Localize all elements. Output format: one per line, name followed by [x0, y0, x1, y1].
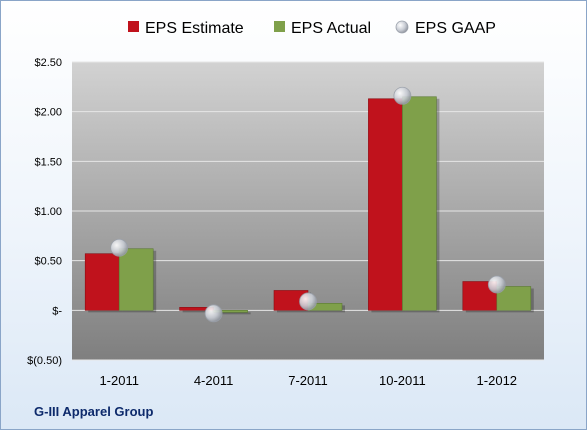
y-tick-label: $2.50: [34, 57, 62, 69]
bar-shadow: [216, 312, 251, 315]
legend-item-gaap: EPS GAAP: [395, 20, 496, 37]
y-tick-label: $0.50: [34, 256, 62, 268]
point-eps-gaap: [393, 86, 412, 105]
y-tick-label: $-: [52, 305, 62, 317]
footer-company-name: G-III Apparel Group: [34, 404, 153, 419]
bar-shadow: [182, 309, 217, 313]
bar-group: [118, 248, 157, 313]
x-tick-label: 4-2011: [194, 373, 234, 388]
y-tick-label: $2.00: [34, 107, 62, 119]
point-eps-gaap: [299, 292, 317, 311]
bar-eps-actual: [118, 248, 154, 311]
legend: EPS Estimate EPS Actual EPS GAAP: [128, 20, 496, 37]
bar-group: [496, 286, 534, 313]
legend-label-gaap: EPS GAAP: [415, 20, 496, 37]
point-eps-gaap: [487, 275, 506, 294]
gaap-points: [110, 86, 506, 323]
bar-eps-estimate: [84, 253, 120, 311]
x-tick-label: 1-2012: [477, 373, 517, 388]
x-tick-label: 10-2011: [379, 373, 426, 388]
legend-swatch-gaap: [395, 20, 409, 34]
y-tick-label: $(0.50): [27, 355, 62, 367]
bar-group: [84, 253, 123, 313]
y-axis-ticks: $(0.50) $- $0.50 $1.00 $1.50 $2.00 $2.50: [27, 57, 62, 367]
x-tick-label: 7-2011: [288, 373, 328, 388]
legend-swatch-estimate: [128, 21, 139, 32]
bar-eps-actual: [402, 96, 437, 311]
point-eps-gaap: [110, 238, 129, 257]
bars: [84, 96, 534, 315]
bar-group: [402, 96, 440, 313]
y-tick-label: $1.50: [34, 156, 62, 168]
bar-eps-actual: [496, 286, 532, 311]
legend-item-actual: EPS Actual: [274, 20, 371, 37]
x-axis-ticks: 1-2011 4-2011 7-2011 10-2011 1-2012: [99, 373, 517, 388]
point-eps-gaap: [204, 304, 223, 323]
legend-label-actual: EPS Actual: [291, 20, 371, 37]
legend-item-estimate: EPS Estimate: [128, 20, 244, 37]
legend-label-estimate: EPS Estimate: [145, 20, 244, 37]
legend-swatch-actual: [274, 21, 285, 32]
bar-group: [368, 98, 406, 313]
bar-eps-estimate: [368, 98, 403, 311]
x-tick-label: 1-2011: [99, 373, 139, 388]
y-tick-label: $1.00: [34, 206, 62, 218]
